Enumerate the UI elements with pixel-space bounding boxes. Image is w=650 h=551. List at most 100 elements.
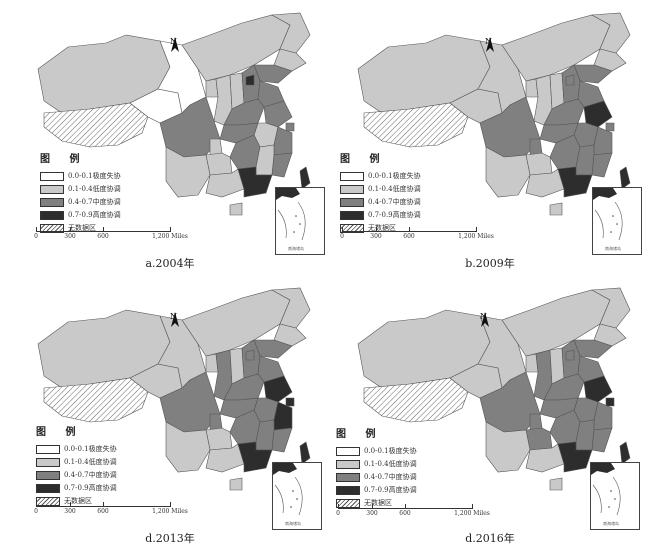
province-hainan bbox=[229, 202, 243, 216]
legend-item: 0.0-0.1极度失协 bbox=[340, 170, 421, 183]
legend-item: 0.4-0.7中度协调 bbox=[36, 469, 117, 482]
china-map bbox=[357, 12, 631, 216]
map-legend: 图 例 0.0-0.1极度失协 0.1-0.4低度协调 0.4-0.7中度协调 … bbox=[40, 155, 121, 235]
province-taiwan bbox=[619, 441, 631, 465]
province-shanxi bbox=[549, 72, 565, 110]
province-guangdong bbox=[557, 441, 593, 473]
province-guangdong bbox=[557, 166, 593, 198]
province-jiangsu bbox=[583, 100, 613, 128]
province-tibet bbox=[363, 377, 469, 423]
legend-item: 0.7-0.9高度协调 bbox=[40, 209, 121, 222]
province-beijing bbox=[565, 74, 575, 86]
china-map bbox=[37, 12, 311, 216]
province-jilin bbox=[593, 48, 627, 72]
province-shanghai bbox=[605, 397, 615, 407]
province-taiwan bbox=[299, 166, 311, 190]
province-guizhou bbox=[205, 427, 233, 451]
legend-item: 0.7-0.9高度协调 bbox=[36, 482, 117, 495]
map-legend: 图 例 0.0-0.1极度失协 0.1-0.4低度协调 0.4-0.7中度协调 … bbox=[340, 155, 421, 235]
legend-item: 0.4-0.7中度协调 bbox=[40, 196, 121, 209]
province-fujian bbox=[271, 427, 293, 453]
province-jilin bbox=[273, 48, 307, 72]
province-yunnan bbox=[485, 146, 531, 198]
map-legend: 图 例 0.0-0.1极度失协 0.1-0.4低度协调 0.4-0.7中度协调 … bbox=[36, 428, 117, 508]
province-guangdong bbox=[237, 166, 273, 198]
province-guizhou bbox=[525, 427, 553, 451]
province-shanxi bbox=[229, 347, 245, 385]
province-chongqing bbox=[209, 413, 223, 431]
province-tibet bbox=[363, 102, 469, 148]
legend-item: 0.0-0.1极度失协 bbox=[336, 445, 417, 458]
province-yunnan bbox=[485, 421, 531, 473]
south-china-sea-inset: 南海诸岛 bbox=[590, 462, 640, 530]
province-tibet bbox=[43, 377, 149, 423]
province-guangdong bbox=[237, 441, 273, 473]
legend-item: 0.1-0.4低度协调 bbox=[36, 456, 117, 469]
province-chongqing bbox=[529, 138, 543, 156]
map-panel-2009: N 图 例 0.0-0.1极度失协 0.1-0.4低度协调 0.4-0.7中度协… bbox=[330, 5, 650, 275]
panel-caption: d.2013年 bbox=[145, 532, 195, 545]
map-panel-2004: N 图 例 0.0-0.1极度失协 0.1-0.4低度协调 0.4-0.7中度协… bbox=[10, 5, 330, 275]
legend-item: 无数据区 bbox=[340, 222, 421, 235]
province-shanghai bbox=[285, 397, 295, 407]
scale-bar: 0 300 600 1,200 Miles bbox=[336, 504, 490, 517]
province-jilin bbox=[593, 323, 627, 347]
north-arrow: N bbox=[170, 312, 179, 327]
legend-title: 图 例 bbox=[340, 154, 388, 165]
map-panel-2013: N 图 例 0.0-0.1极度失协 0.1-0.4低度协调 0.4-0.7中度协… bbox=[10, 280, 330, 550]
scale-bar: 0 300 600 1,200 Miles bbox=[34, 227, 188, 240]
scale-bar: 0 300 600 1,200 Miles bbox=[340, 227, 494, 240]
legend-item: 0.0-0.1极度失协 bbox=[40, 170, 121, 183]
north-arrow: N bbox=[485, 37, 494, 52]
province-beijing bbox=[245, 349, 255, 361]
province-guizhou bbox=[525, 152, 553, 176]
north-arrow: N bbox=[170, 37, 179, 52]
north-arrow: N bbox=[480, 312, 489, 327]
province-fujian bbox=[591, 152, 613, 178]
legend-item: 0.0-0.1极度失协 bbox=[36, 443, 117, 456]
province-shanghai bbox=[285, 122, 295, 132]
map-legend: 图 例 0.0-0.1极度失协 0.1-0.4低度协调 0.4-0.7中度协调 … bbox=[336, 430, 417, 510]
province-taiwan bbox=[619, 166, 631, 190]
province-tibet bbox=[43, 102, 149, 148]
province-shanxi bbox=[229, 72, 245, 110]
legend-item: 0.7-0.9高度协调 bbox=[336, 484, 417, 497]
map-panel-2016: N 图 例 0.0-0.1极度失协 0.1-0.4低度协调 0.4-0.7中度协… bbox=[330, 280, 650, 550]
province-shanxi bbox=[549, 347, 565, 385]
china-map bbox=[37, 287, 311, 491]
panel-caption: a.2004年 bbox=[145, 257, 195, 270]
legend-title: 图 例 bbox=[336, 429, 384, 440]
province-jiangsu bbox=[263, 100, 293, 128]
province-hainan bbox=[549, 477, 563, 491]
panel-caption: b.2009年 bbox=[465, 257, 515, 270]
province-shanghai bbox=[605, 122, 615, 132]
province-beijing bbox=[245, 74, 255, 86]
legend-item: 0.1-0.4低度协调 bbox=[336, 458, 417, 471]
south-china-sea-inset: 南海诸岛 bbox=[275, 187, 325, 255]
province-jilin bbox=[273, 323, 307, 347]
legend-item: 无数据区 bbox=[336, 497, 417, 510]
south-china-sea-inset: 南海诸岛 bbox=[592, 187, 642, 255]
south-china-sea-inset: 南海诸岛 bbox=[272, 462, 322, 530]
legend-title: 图 例 bbox=[40, 154, 88, 165]
province-taiwan bbox=[299, 441, 311, 465]
legend-item: 0.7-0.9高度协调 bbox=[340, 209, 421, 222]
province-yunnan bbox=[165, 421, 211, 473]
province-guizhou bbox=[205, 152, 233, 176]
legend-item: 0.4-0.7中度协调 bbox=[336, 471, 417, 484]
province-chongqing bbox=[209, 138, 223, 156]
legend-item: 0.1-0.4低度协调 bbox=[340, 183, 421, 196]
china-map bbox=[357, 287, 631, 491]
province-yunnan bbox=[165, 146, 211, 198]
province-jiangsu bbox=[263, 375, 293, 403]
panel-caption: d.2016年 bbox=[465, 532, 515, 545]
province-beijing bbox=[565, 349, 575, 361]
province-fujian bbox=[271, 152, 293, 178]
legend-item: 0.1-0.4低度协调 bbox=[40, 183, 121, 196]
province-fujian bbox=[591, 427, 613, 453]
province-chongqing bbox=[529, 413, 543, 431]
legend-title: 图 例 bbox=[36, 427, 84, 438]
legend-item: 0.4-0.7中度协调 bbox=[340, 196, 421, 209]
province-jiangsu bbox=[583, 375, 613, 403]
province-hainan bbox=[549, 202, 563, 216]
